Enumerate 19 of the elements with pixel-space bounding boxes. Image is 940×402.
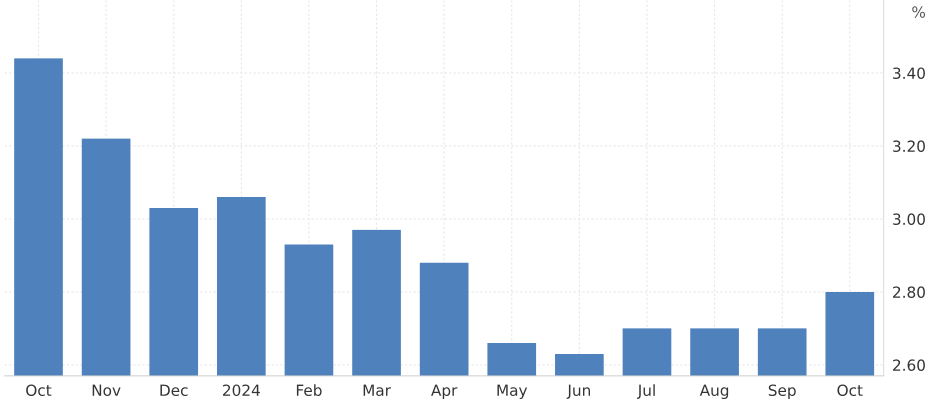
x-tick-label: Oct [837,384,863,396]
y-axis-title: % [912,6,926,18]
y-tick-label: 2.60 [893,359,925,371]
y-tick-label: 3.20 [893,140,925,152]
x-tick-label: Aug [700,384,728,399]
x-tick-label: Jul [636,384,655,399]
y-tick-label: 2.80 [893,286,925,298]
x-tick-label: Oct [26,384,52,396]
x-tick-label: Feb [296,384,322,396]
x-tick-label: 2024 [223,384,260,396]
x-tick-label: Sep [768,384,796,399]
x-tick-label: Nov [92,384,121,396]
y-tick-label: 3.00 [893,213,925,225]
x-tick-label: Mar [364,384,391,396]
x-tick-label: Jun [566,384,590,399]
y-tick-label: 3.40 [893,67,925,80]
x-tick-label: May [497,384,528,399]
x-tick-label: Dec [160,384,188,396]
x-tick-label: Apr [431,384,458,399]
